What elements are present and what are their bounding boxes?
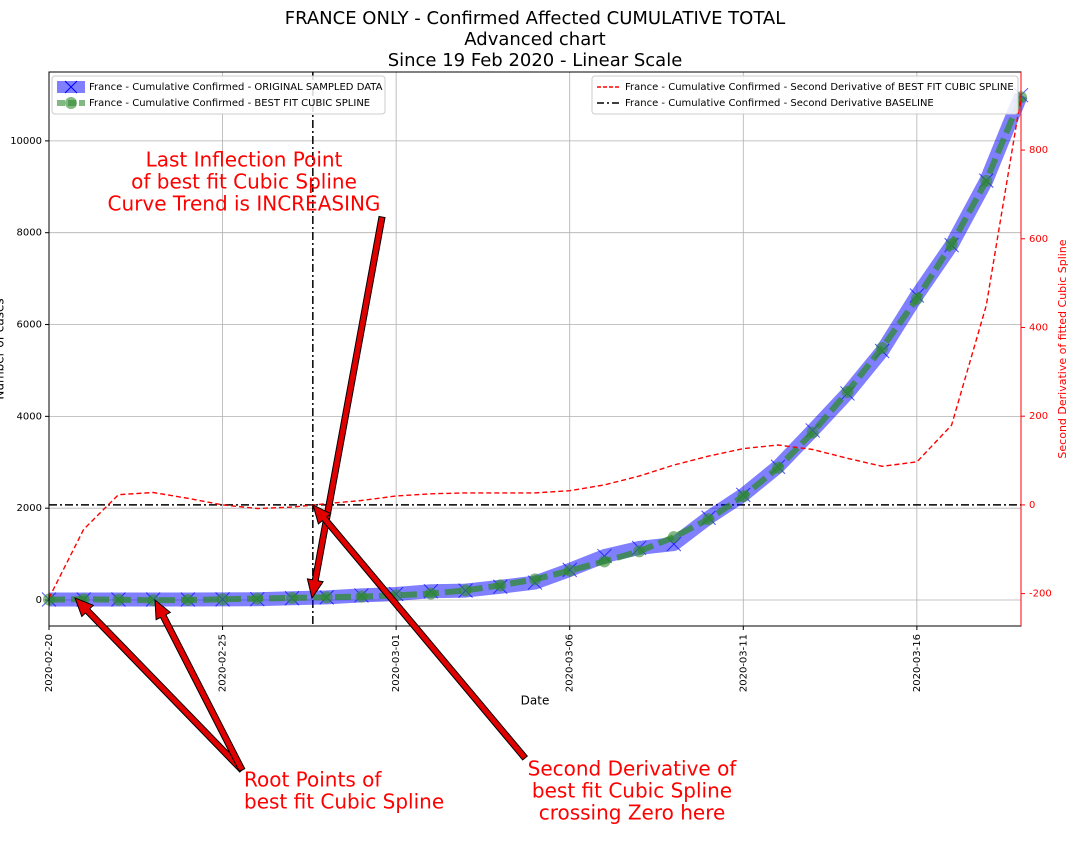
annotation: of best fit Cubic Spline [131,170,357,194]
annotation: Second Derivative of [528,757,738,781]
x-tick-label: 2020-02-25 [218,634,229,692]
data-point [980,174,993,187]
legend-box [51,75,386,115]
y-tick-label: 2000 [17,503,42,514]
annotation: best fit Cubic Spline [244,790,444,814]
annotation: Last Inflection Point [146,148,343,172]
data-point [667,531,680,544]
legend-label: France - Cumulative Confirmed - Second D… [625,98,934,109]
annotation: best fit Cubic Spline [532,779,732,803]
y2-tick-label: 600 [1029,234,1048,245]
y2-tick-label: 400 [1029,322,1048,333]
legend-label: France - Cumulative Confirmed - Second D… [625,82,1014,93]
y-tick-label: 6000 [17,320,42,331]
legend-label: France - Cumulative Confirmed - ORIGINAL… [89,82,383,93]
arrow [306,215,386,600]
legend-handle [65,97,77,109]
data-point [945,238,958,251]
x-axis-label: Date [521,694,550,708]
annotation: Curve Trend is INCREASING [108,192,381,216]
data-point [633,545,646,558]
annotation: crossing Zero here [539,801,726,825]
y-tick-label: 0 [36,595,42,606]
y-axis-label: Number of cases [0,298,7,399]
data-point [841,386,854,399]
data-point [876,341,889,354]
data-point [598,555,611,568]
chart-title: FRANCE ONLY - Confirmed Affected CUMULAT… [285,8,786,29]
x-tick-label: 2020-02-20 [44,634,55,692]
y2-tick-label: 200 [1029,411,1048,422]
data-point [424,587,437,600]
annotation: Root Points of [244,768,382,792]
data-point [529,573,541,586]
data-point [772,461,784,474]
data-point [910,292,923,305]
y2-axis-label: Second Derivative of fitted Cubic Spline [1056,239,1069,458]
y2-tick-label: 800 [1029,145,1048,156]
x-tick-label: 2020-03-06 [565,634,576,692]
data-point [112,593,125,606]
x-tick-label: 2020-03-01 [391,634,402,692]
data-point [494,579,507,592]
arrow [74,597,245,773]
x-tick-label: 2020-03-16 [912,634,923,692]
legend-handle [64,80,78,94]
legend-box [591,75,1019,115]
arrow [312,504,529,761]
y-tick-label: 8000 [17,228,42,239]
arrow [154,598,246,773]
y-tick-label: 4000 [17,411,42,422]
data-point [563,564,576,577]
data-point [702,513,715,526]
data-point [806,426,819,439]
legend-label: France - Cumulative Confirmed - BEST FIT… [89,98,370,109]
data-point [286,591,298,604]
data-point [181,594,194,607]
y2-tick-label: -200 [1029,589,1052,600]
x-tick-label: 2020-03-11 [738,634,749,692]
data-point [737,490,750,503]
data-point [355,590,368,603]
data-point [320,591,333,604]
y-tick-label: 10000 [10,136,42,147]
chart-title: Since 19 Feb 2020 - Linear Scale [388,50,683,71]
data-point [459,584,472,597]
data-point [251,592,264,605]
series-line [48,96,1022,599]
chart-title: Advanced chart [464,29,605,50]
y2-tick-label: 0 [1029,500,1035,511]
data-point [216,593,229,606]
